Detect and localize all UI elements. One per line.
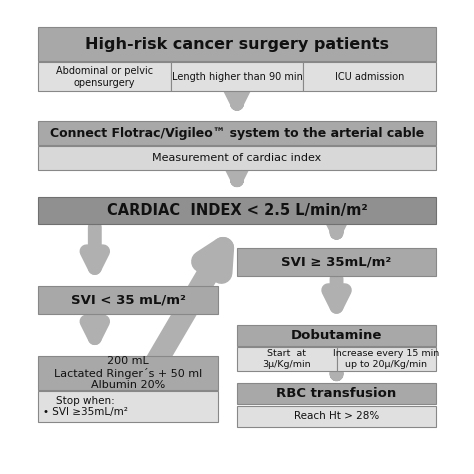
- FancyBboxPatch shape: [38, 286, 218, 314]
- FancyBboxPatch shape: [38, 121, 436, 145]
- FancyBboxPatch shape: [237, 248, 436, 276]
- Text: Stop when:
• SVI ≥35mL/m²: Stop when: • SVI ≥35mL/m²: [43, 396, 128, 417]
- Text: Reach Ht > 28%: Reach Ht > 28%: [294, 411, 379, 421]
- FancyBboxPatch shape: [38, 146, 436, 170]
- FancyBboxPatch shape: [237, 383, 436, 404]
- Text: SVI < 35 mL/m²: SVI < 35 mL/m²: [71, 293, 185, 307]
- FancyBboxPatch shape: [38, 356, 218, 390]
- FancyBboxPatch shape: [337, 347, 436, 371]
- Text: Start  at
3μ/Kg/min: Start at 3μ/Kg/min: [263, 349, 311, 368]
- FancyBboxPatch shape: [237, 325, 436, 346]
- FancyBboxPatch shape: [303, 62, 436, 91]
- Text: High-risk cancer surgery patients: High-risk cancer surgery patients: [85, 36, 389, 52]
- Text: Abdominal or pelvic
opensurgery: Abdominal or pelvic opensurgery: [56, 66, 153, 88]
- FancyBboxPatch shape: [38, 197, 436, 224]
- Text: SVI ≥ 35mL/m²: SVI ≥ 35mL/m²: [282, 255, 392, 269]
- Text: RBC transfusion: RBC transfusion: [276, 387, 397, 400]
- Text: ICU admission: ICU admission: [335, 72, 404, 82]
- FancyBboxPatch shape: [237, 347, 337, 371]
- FancyBboxPatch shape: [38, 391, 218, 422]
- Text: CARDIAC  INDEX < 2.5 L/min/m²: CARDIAC INDEX < 2.5 L/min/m²: [107, 203, 367, 218]
- Text: Length higher than 90 min: Length higher than 90 min: [172, 72, 302, 82]
- Text: Increase every 15 min
up to 20μ/Kg/min: Increase every 15 min up to 20μ/Kg/min: [333, 349, 439, 368]
- FancyBboxPatch shape: [171, 62, 303, 91]
- Text: Dobutamine: Dobutamine: [291, 329, 382, 342]
- Text: Measurement of cardiac index: Measurement of cardiac index: [152, 153, 322, 164]
- Text: 200 mL
Lactated Ringer´s + 50 ml
Albumin 20%: 200 mL Lactated Ringer´s + 50 ml Albumin…: [54, 356, 202, 390]
- Text: Connect Flotrac/Vigileo™ system to the arterial cable: Connect Flotrac/Vigileo™ system to the a…: [50, 127, 424, 140]
- FancyBboxPatch shape: [38, 62, 171, 91]
- FancyBboxPatch shape: [237, 406, 436, 427]
- FancyBboxPatch shape: [38, 27, 436, 61]
